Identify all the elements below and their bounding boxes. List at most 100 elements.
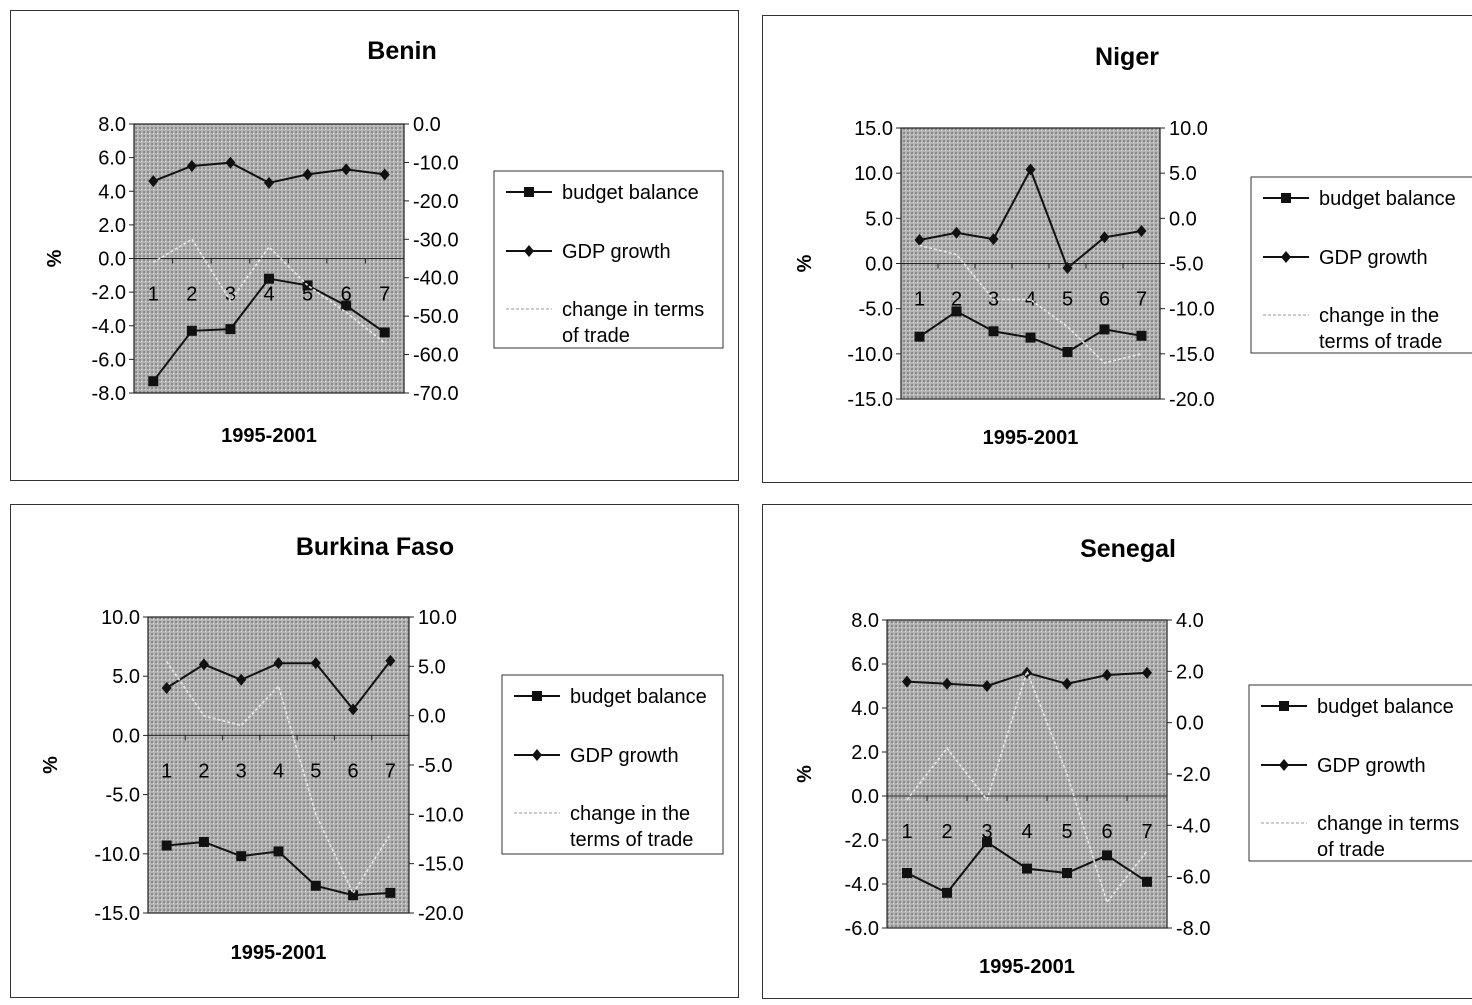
x-category-label: 4 [263,284,274,306]
budget-balance-point [148,376,159,387]
legend-diamond-marker [1281,251,1291,263]
legend-box [1250,176,1472,354]
x-category-label: 2 [951,289,962,311]
legend-label: GDP growth [1319,247,1428,269]
gdp-growth-point [914,234,925,247]
y-tick-label: 8.0 [98,114,126,136]
x-category-label: 7 [379,284,390,306]
y-tick-label: 2.0 [98,215,126,237]
y2-tick-label: -20.0 [413,191,459,213]
legend-label: budget balance [1319,188,1456,210]
y2-tick-label: -6.0 [1176,867,1210,889]
plot-area [886,619,1168,929]
legend-square-marker [532,691,542,701]
y2-tick-label: -8.0 [1176,918,1210,940]
y-tick-label: 5.0 [865,208,893,230]
budget-balance-point [385,887,396,898]
legend-diamond-marker [524,245,534,257]
legend-label-cont: terms of trade [1319,331,1442,353]
y2-tick-label: -15.0 [418,854,464,876]
gdp-growth-point [186,160,197,173]
budget-balance-point [1025,332,1036,343]
gdp-growth-point [198,658,209,671]
gdp-growth-point [1062,677,1072,690]
budget-balance-point [302,280,313,291]
budget-balance-point [1022,863,1032,874]
x-category-label: 7 [1136,289,1147,311]
x-category-label: 5 [1061,821,1072,843]
budget-balance-point [988,326,999,337]
legend-label: change in the [1319,305,1439,327]
chart-svg-benin: Benin 8.0 6.0 4.0 2.0 0.0 -2.0 -4.0 -6.0 -8.0 0.0 -… [44,37,724,447]
y-tick-label: 5.0 [112,666,140,688]
y-tick-label: -6.0 [845,918,879,940]
chart-panel-senegal: Senegal 8.0 6.0 4.0 2.0 0.0 -2.0 -4.0 -6.0 4.0 2.0… [762,504,1472,999]
gdp-growth-point [302,168,313,181]
y2-tick-label: 0.0 [1169,208,1197,230]
legend-label-cont: terms of trade [570,829,693,851]
legend-label: budget balance [570,686,707,708]
gdp-growth-point [273,657,284,670]
y2-tick-label: -10.0 [1169,299,1215,321]
x-category-label: 3 [225,284,236,306]
y2-tick-label: -10.0 [418,804,464,826]
x-category-label: 7 [385,760,396,782]
x-category-label: 1 [914,289,925,311]
gdp-growth-point [902,675,912,688]
y-tick-label: 15.0 [854,118,893,140]
y-tick-label: 0.0 [851,786,879,808]
budget-balance-point [341,300,352,311]
y-tick-label: 4.0 [98,181,126,203]
y2-tick-label: -10.0 [413,152,459,174]
y2-tick-label: -20.0 [1169,389,1215,411]
gdp-growth-point [988,233,999,246]
budget-balance-point [951,306,962,317]
x-category-label: 4 [1021,821,1032,843]
chart-title: Senegal [1080,535,1176,563]
y-tick-label: -4.0 [845,874,879,896]
gdp-growth-point [1062,262,1073,275]
legend-label: change in the [570,803,690,825]
chart-title: Niger [1095,43,1159,71]
budget-balance-point [161,840,172,851]
series-line-terms-of-trade [165,660,392,895]
y2-tick-label: 0.0 [1176,713,1204,735]
legend-label: GDP growth [562,241,671,263]
y2-tick-label: 0.0 [413,114,441,136]
legend-label: budget balance [562,182,699,204]
x-category-label: 2 [198,760,209,782]
gdp-growth-point [1142,666,1152,679]
budget-balance-point [186,325,197,336]
budget-balance-point [273,846,284,857]
budget-balance-point [310,880,321,891]
y2-tick-label: -40.0 [413,268,459,290]
chart-title: Benin [367,37,436,65]
gdp-growth-point [1099,231,1110,244]
gdp-growth-point [379,168,390,181]
budget-balance-point [198,836,209,847]
x-axis-title: 1995-2001 [983,427,1079,449]
chart-svg-senegal: Senegal 8.0 6.0 4.0 2.0 0.0 -2.0 -4.0 -6.0 4.0 2.0… [794,535,1472,978]
legend-diamond-marker [1279,759,1289,771]
chart-svg-niger: Niger15.010.05.00.0-5.0-10.0-15.010.05.0… [794,43,1472,449]
y-tick-label: 2.0 [851,742,879,764]
budget-balance-point [1062,868,1072,878]
legend-square-marker [1279,701,1289,711]
gdp-growth-point [348,703,359,716]
x-category-label: 3 [981,821,992,843]
y-tick-label: 6.0 [851,654,879,676]
budget-balance-point [902,868,912,878]
gdp-growth-point [982,680,992,692]
legend: budget balance GDP growth change in the ter… [501,674,724,855]
x-category-label: 4 [273,760,284,782]
chart-panel-benin: Benin 8.0 6.0 4.0 2.0 0.0 -2.0 -4.0 -6.0 -8.0 0.0 -… [10,10,739,481]
legend-label: budget balance [1317,696,1454,718]
y2-tick-label: 10.0 [418,607,457,629]
y-tick-label: -5.0 [859,299,893,321]
legend-box [493,170,724,349]
y2-tick-label: 4.0 [1176,610,1204,632]
y2-tick-label: 5.0 [1169,163,1197,185]
y-tick-label: -4.0 [92,316,126,338]
gdp-growth-point [236,673,247,686]
x-category-label: 6 [348,760,359,782]
